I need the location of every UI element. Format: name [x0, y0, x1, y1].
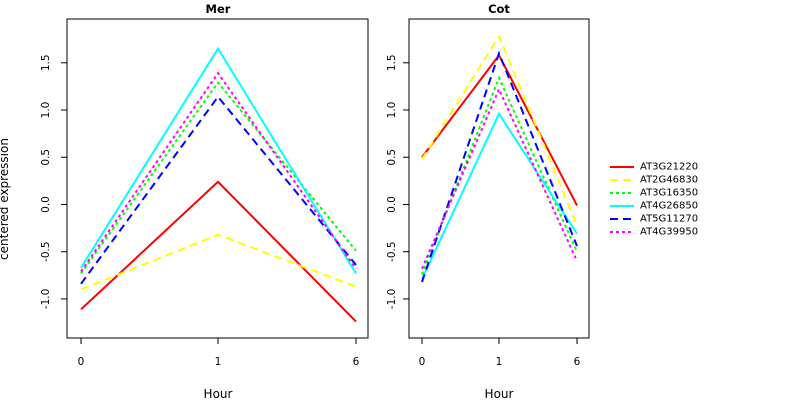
- series-line-at4g26850: [80, 46, 357, 274]
- legend-label: AT3G16350: [640, 188, 698, 199]
- y-tick-label: 1.0: [40, 102, 52, 119]
- x-tick-label: 6: [353, 356, 360, 368]
- y-tick-label: -0.5: [386, 241, 398, 262]
- legend-label: AT2G46830: [640, 175, 698, 186]
- x-axis-label: Hour: [204, 387, 233, 400]
- series-lines: [421, 34, 578, 283]
- panel-mer: Mer -1.0 -0.5 0.0 0.5 1.0 1.5 0 1 6 Hour: [40, 2, 369, 400]
- y-tick-label: 0.5: [386, 149, 398, 166]
- series-line-at4g26850: [421, 111, 578, 280]
- y-tick-label: -0.5: [40, 241, 52, 262]
- x-tick-label: 1: [215, 356, 222, 368]
- series-line-at3g21220: [80, 180, 357, 323]
- y-tick-label: 1.0: [386, 102, 398, 119]
- x-tick-label: 0: [419, 356, 426, 368]
- x-tick-label: 1: [496, 356, 503, 368]
- y-tick-label: 0.5: [40, 149, 52, 166]
- series-line-at4g39950: [80, 71, 357, 273]
- y-tick-label: 0.0: [40, 196, 52, 213]
- x-axis-label: Hour: [485, 387, 514, 400]
- panel-title: Mer: [206, 2, 231, 16]
- series-line-at2g46830: [421, 34, 578, 226]
- y-tick-label: -1.0: [386, 289, 398, 310]
- x-tick-label: 0: [78, 356, 85, 368]
- plot-frame: [66, 18, 369, 339]
- axis-ticks: -1.0 -0.5 0.0 0.5 1.0 1.5 0 1 6: [386, 54, 581, 368]
- legend-label: AT4G26850: [640, 201, 698, 212]
- legend: AT3G21220 AT2G46830 AT3G16350 AT4G26850 AT5G…: [610, 162, 698, 238]
- legend-label: AT3G21220: [640, 162, 698, 173]
- shared-y-axis-label: centered expression: [0, 138, 11, 260]
- series-line-at3g16350: [80, 80, 357, 275]
- legend-label: AT5G11270: [640, 214, 698, 225]
- axis-ticks: -1.0 -0.5 0.0 0.5 1.0 1.5 0 1 6: [40, 54, 360, 368]
- x-tick-label: 6: [574, 356, 581, 368]
- y-tick-label: 0.0: [386, 196, 398, 213]
- series-line-at5g11270: [421, 50, 578, 283]
- panel-title: Cot: [488, 2, 510, 16]
- series-lines: [80, 46, 357, 323]
- y-tick-label: -1.0: [40, 289, 52, 310]
- series-line-at5g11270: [80, 95, 357, 285]
- series-line-at3g16350: [421, 75, 578, 275]
- y-tick-label: 1.5: [40, 54, 52, 71]
- series-line-at2g46830: [80, 233, 357, 291]
- legend-label: AT4G39950: [640, 227, 698, 238]
- y-tick-label: 1.5: [386, 54, 398, 71]
- panel-cot: Cot -1.0 -0.5 0.0 0.5 1.0 1.5 0 1 6 Hour: [386, 2, 590, 400]
